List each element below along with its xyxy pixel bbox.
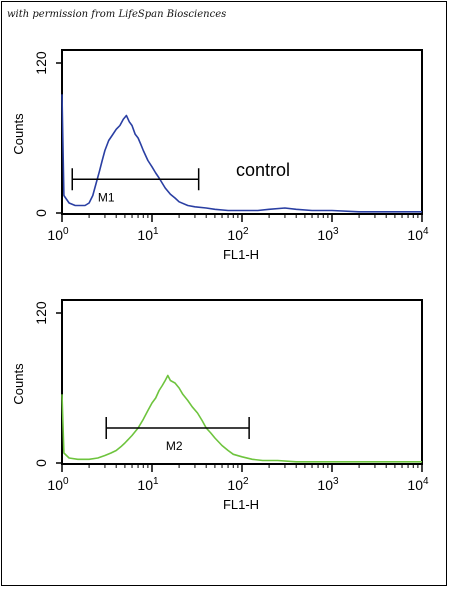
x-tick-label: 103	[317, 226, 339, 243]
x-tick-label: 100	[47, 476, 69, 493]
x-tick-exponent: 0	[63, 476, 69, 487]
x-tick-base: 10	[317, 227, 333, 243]
x-tick-base: 10	[227, 477, 243, 493]
x-tick-base: 10	[317, 477, 333, 493]
plot-area	[61, 299, 423, 465]
x-tick-label: 104	[407, 226, 429, 243]
x-tick-base: 10	[227, 227, 243, 243]
x-axis-label: FL1-H	[223, 497, 259, 512]
x-tick-label: 102	[227, 476, 249, 493]
gate-label: M1	[98, 190, 115, 204]
histogram-line	[61, 374, 422, 463]
x-tick-exponent: 2	[243, 476, 249, 487]
x-axis-label: FL1-H	[223, 247, 259, 262]
x-tick-exponent: 4	[423, 476, 429, 487]
y-axis-label: Counts	[11, 363, 26, 405]
x-tick-exponent: 1	[153, 476, 159, 487]
x-tick-label: 101	[137, 226, 159, 243]
x-tick-base: 10	[47, 477, 63, 493]
x-tick-label: 100	[47, 226, 69, 243]
x-tick-exponent: 3	[333, 226, 339, 237]
credit-text: with permission from LifeSpan Bioscience…	[7, 9, 227, 20]
x-tick-base: 10	[137, 227, 153, 243]
x-tick-label: 102	[227, 226, 249, 243]
x-tick-exponent: 0	[63, 226, 69, 237]
y-tick-label: 120	[33, 51, 49, 75]
x-tick-label: 101	[137, 476, 159, 493]
x-tick-exponent: 4	[423, 226, 429, 237]
sample-annotation: control	[236, 160, 290, 180]
y-axis-label: Counts	[11, 113, 26, 155]
x-tick-base: 10	[407, 227, 423, 243]
y-tick-label: 0	[33, 459, 49, 467]
x-tick-label: 103	[317, 476, 339, 493]
plot-area	[61, 49, 423, 215]
y-tick-label: 0	[33, 209, 49, 217]
gate-label: M2	[166, 439, 183, 453]
x-tick-exponent: 3	[333, 476, 339, 487]
x-tick-base: 10	[407, 477, 423, 493]
histogram-line	[61, 94, 422, 213]
x-tick-exponent: 1	[153, 226, 159, 237]
x-tick-label: 104	[407, 476, 429, 493]
x-tick-base: 10	[47, 227, 63, 243]
x-tick-base: 10	[137, 477, 153, 493]
x-tick-exponent: 2	[243, 226, 249, 237]
y-tick-label: 120	[33, 301, 49, 325]
